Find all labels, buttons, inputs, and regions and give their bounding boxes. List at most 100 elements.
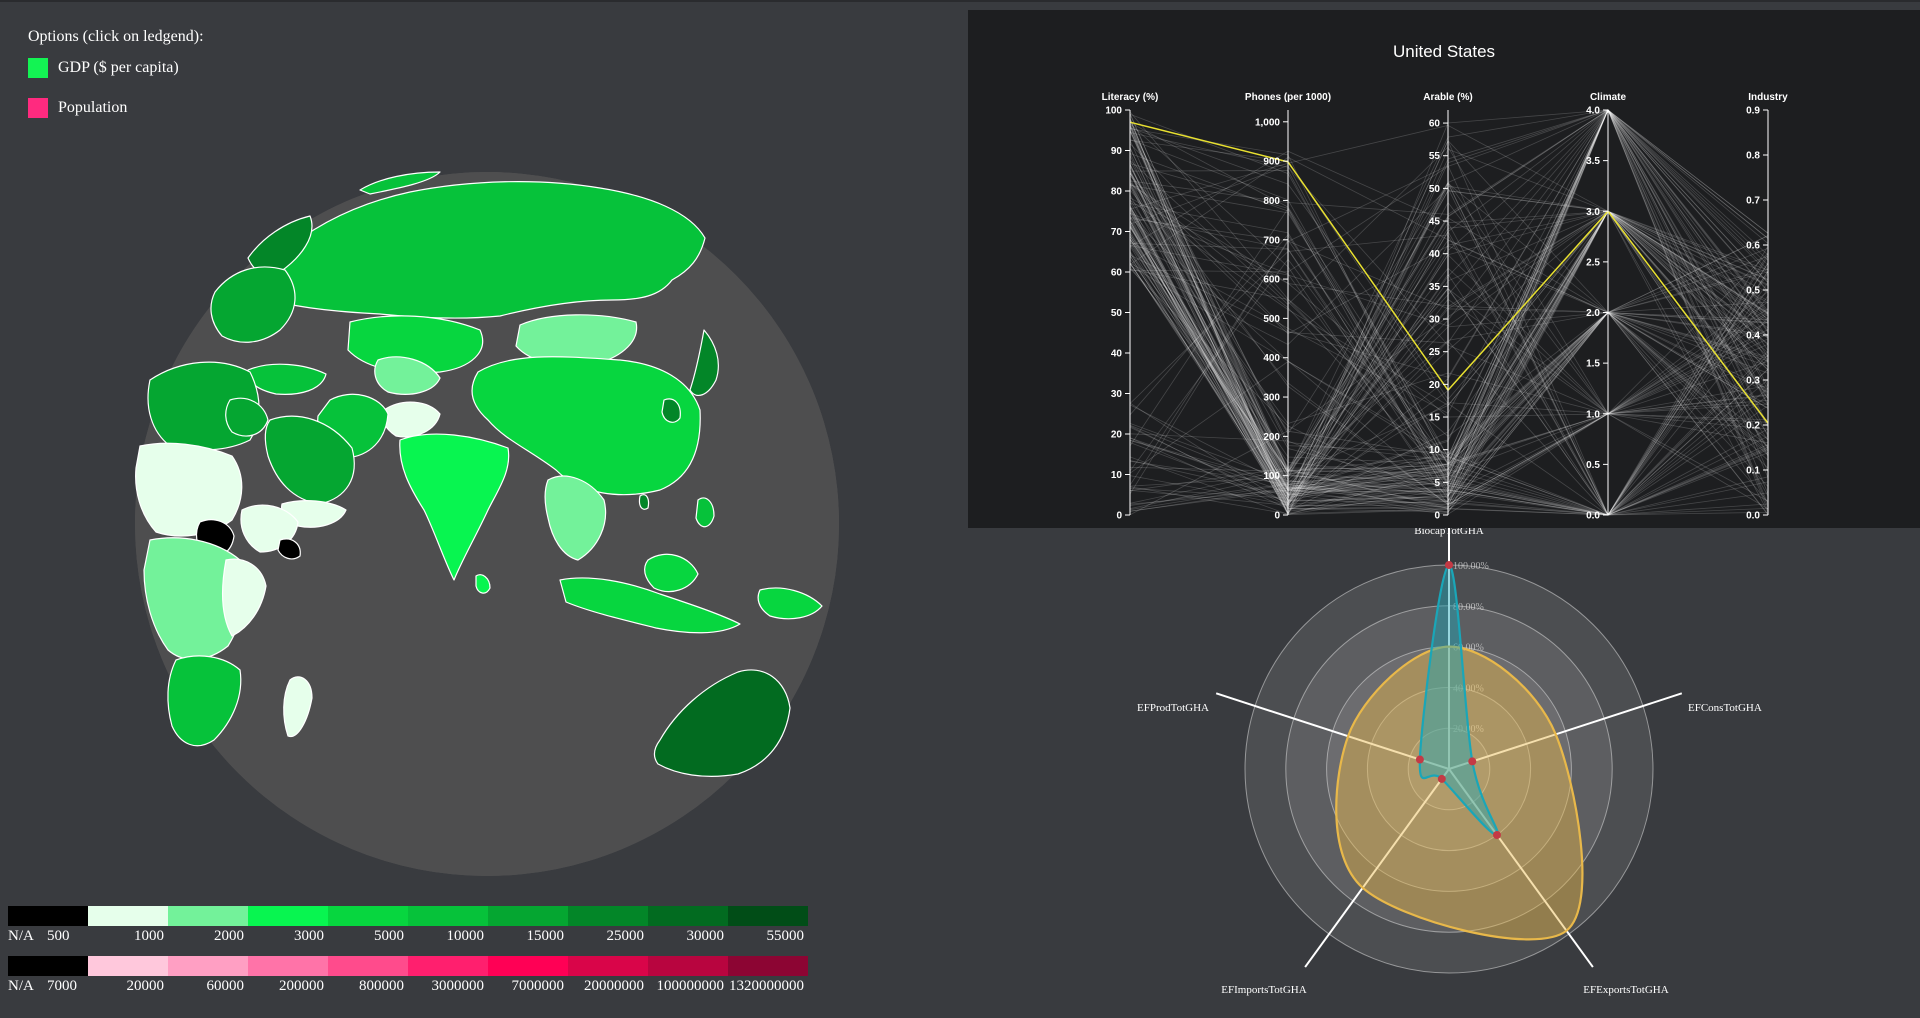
pop-tick-label: 20000: [127, 978, 165, 994]
tick-label: 500: [1263, 314, 1280, 325]
legend-option-population[interactable]: Population: [28, 98, 127, 118]
pop-na-label: N/A: [8, 978, 34, 994]
radar-chart[interactable]: BiocapTotGHA EFConsTotGHA EFExportsTotGHA E…: [968, 528, 1920, 1018]
tick-label: 100: [1263, 471, 1280, 482]
axis-name[interactable]: Phones (per 1000): [1245, 92, 1331, 103]
pop-tick-label: 200000: [279, 978, 324, 994]
radar-series-area-1[interactable]: [1418, 563, 1499, 837]
gdp-color-step-4: [328, 906, 408, 926]
parallel-coordinates-chart[interactable]: Literacy (%)0102030405060708090100Phones…: [968, 10, 1920, 528]
tick-label: 1.0: [1586, 409, 1600, 420]
pop-color-step-0: [8, 956, 88, 976]
radar-axis-label: EFProdTotGHA: [1137, 702, 1209, 714]
tick-label: 15: [1429, 413, 1441, 424]
country-central-asia[interactable]: [374, 356, 441, 395]
parallel-chart-title: United States: [1392, 42, 1496, 61]
country-sri-lanka[interactable]: [475, 574, 491, 594]
gdp-tick-label: 15000: [527, 928, 565, 944]
country-africa-east[interactable]: [222, 558, 267, 637]
tick-label: 0.4: [1746, 331, 1760, 342]
gdp-color-step-6: [488, 906, 568, 926]
legend-option-population-label: Population: [58, 99, 128, 116]
country-indonesia[interactable]: [559, 577, 741, 634]
axis-3[interactable]: Climate 0.0 0.5 1.0 1.5 2.0 2.5 3.0 3.5 4.0: [1586, 92, 1626, 522]
axis-name[interactable]: Literacy (%): [1102, 92, 1159, 103]
tick-label: 30: [1111, 389, 1123, 400]
country-europe[interactable]: [210, 266, 296, 343]
country-egypt[interactable]: [225, 397, 269, 437]
country-line[interactable]: [1129, 118, 1769, 509]
gdp-tick-label: 5000: [374, 928, 404, 944]
axis-2[interactable]: Arable (%) 0 5 10 15 20 25 30 35 40 45 50 55 60: [1423, 92, 1472, 522]
gdp-color-step-1: [88, 906, 168, 926]
country-africa-central[interactable]: [143, 537, 246, 660]
axis-0[interactable]: Literacy (%) 0 10 20 30 40 50 60 70 80 90 100: [1102, 92, 1159, 522]
country-borneo[interactable]: [644, 553, 699, 593]
radar-point[interactable]: [1445, 561, 1453, 569]
radar-point[interactable]: [1437, 774, 1446, 783]
globe-map[interactable]: [0, 0, 968, 890]
tick-label: 400: [1263, 353, 1280, 364]
country-africa-south[interactable]: [167, 655, 242, 747]
tick-label: 0.1: [1746, 466, 1760, 477]
axis-name[interactable]: Industry: [1748, 92, 1788, 103]
tick-label: 0.6: [1746, 241, 1760, 252]
gdp-tick-label: 2000: [214, 928, 244, 944]
radar-axis-line: [1448, 768, 1594, 968]
country-southeast-asia[interactable]: [544, 475, 607, 561]
country-china[interactable]: [471, 356, 701, 496]
country-philippines[interactable]: [695, 497, 715, 528]
tick-label: 70: [1111, 227, 1123, 238]
axis-name[interactable]: Arable (%): [1423, 92, 1472, 103]
radar-axis-label: EFExportsTotGHA: [1583, 984, 1668, 996]
axis-1[interactable]: Phones (per 1000) 0 100 200 300 400 500 600 700 8…: [1245, 92, 1331, 522]
pop-color-step-3: [248, 956, 328, 976]
country-madagascar[interactable]: [283, 676, 313, 738]
country-india[interactable]: [399, 433, 510, 581]
country-line[interactable]: [1129, 109, 1769, 475]
country-line[interactable]: [1129, 123, 1769, 506]
pop-tick-label: 1320000000: [729, 978, 804, 994]
pop-color-step-7: [568, 956, 648, 976]
radar-axis-line: [1304, 768, 1450, 968]
tick-label: 20: [1429, 380, 1441, 391]
population-colorbar: N/A 7000 20000 60000 200000 800000 3000000 70…: [8, 956, 808, 994]
country-arctic-islands[interactable]: [359, 171, 441, 195]
country-taiwan[interactable]: [638, 494, 650, 510]
radar-series-area-0[interactable]: [1335, 645, 1584, 941]
country-korea[interactable]: [661, 398, 681, 423]
tick-label: 10: [1429, 445, 1441, 456]
tick-label: 55: [1429, 151, 1441, 162]
country-somalia[interactable]: [277, 538, 301, 560]
country-line[interactable]: [1129, 109, 1769, 490]
tick-label: 900: [1263, 157, 1280, 168]
legend-option-gdp[interactable]: GDP ($ per capita): [28, 58, 179, 78]
radar-point[interactable]: [1415, 755, 1424, 764]
country-russia[interactable]: [261, 180, 706, 319]
tick-label: 3.5: [1586, 156, 1600, 167]
country-australia[interactable]: [653, 669, 791, 777]
tick-label: 50: [1429, 184, 1441, 195]
options-title: Options (click on ledgend):: [28, 28, 204, 45]
tick-label: 300: [1263, 393, 1280, 404]
tick-label: 40: [1429, 249, 1441, 260]
country-line[interactable]: [1129, 109, 1769, 475]
tick-label: 5: [1434, 478, 1440, 489]
country-africa-sahel[interactable]: [135, 442, 243, 537]
country-papua-new-guinea[interactable]: [757, 587, 823, 620]
gdp-color-step-9: [728, 906, 808, 926]
background-lines: [1129, 108, 1769, 516]
pop-tick-label: 3000000: [432, 978, 485, 994]
tick-label: 2.0: [1586, 308, 1600, 319]
tick-label: 30: [1429, 315, 1441, 326]
country-line[interactable]: [1129, 119, 1769, 501]
axis-4[interactable]: Industry 0.0 0.1 0.2 0.3 0.4 0.5 0.6 0.7 0.8 0.9: [1746, 92, 1788, 522]
radar-point[interactable]: [1492, 831, 1501, 840]
tick-label: 40: [1111, 349, 1123, 360]
tick-label: 0.2: [1746, 421, 1760, 432]
legend-option-gdp-label: GDP ($ per capita): [58, 59, 179, 76]
axis-name[interactable]: Climate: [1590, 92, 1627, 103]
radar-point[interactable]: [1468, 757, 1477, 766]
gdp-color-step-3: [248, 906, 328, 926]
country-japan[interactable]: [689, 329, 719, 397]
